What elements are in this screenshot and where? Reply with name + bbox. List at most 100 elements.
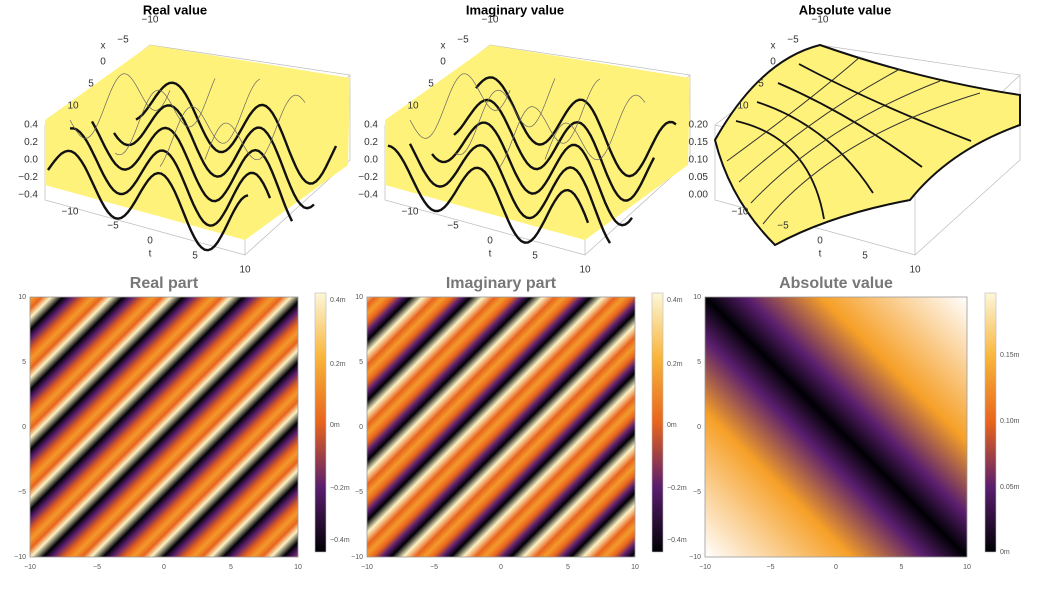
panel-title: Real part xyxy=(130,275,199,292)
mesh-line xyxy=(114,78,216,156)
x-tick-label: −5 xyxy=(767,564,775,571)
t-tick-label: −10 xyxy=(62,207,79,218)
mesh-line xyxy=(499,78,601,167)
mesh-line xyxy=(159,78,261,167)
surface-panel: Imaginary value−10−50510x−10−50510t0.40.… xyxy=(358,2,691,276)
mesh-line xyxy=(726,56,861,162)
mesh-line xyxy=(409,73,511,139)
x-tick-label: 5 xyxy=(428,79,434,90)
colorbar-tick-label: 0.10m xyxy=(1000,418,1020,425)
z-tick-label: 0.10 xyxy=(689,155,709,166)
t-tick-label: 0 xyxy=(817,236,823,247)
x-tick-label: −5 xyxy=(457,35,469,46)
x-tick-label: 10 xyxy=(294,564,302,571)
z-tick-label: −0.4 xyxy=(18,190,38,201)
colorbar-tick-label: 0m xyxy=(1000,549,1010,556)
colorbar-tick-label: 0.2m xyxy=(330,361,346,368)
z-tick-label: 0.0 xyxy=(364,155,378,166)
colorbar-tick-label: 0.4m xyxy=(667,297,683,304)
t-tick-label: −10 xyxy=(402,207,419,218)
mesh-line xyxy=(798,63,972,142)
colorbar xyxy=(984,292,997,553)
y-tick-label: −10 xyxy=(689,554,701,561)
colorbar-tick-label: 0m xyxy=(330,422,340,429)
x-tick-label: 0 xyxy=(770,57,776,68)
z-tick-label: 0.4 xyxy=(24,120,38,131)
colorbar-tick-label: 0.4m xyxy=(330,297,346,304)
y-tick-label: −5 xyxy=(693,489,701,496)
x-tick-label: −5 xyxy=(117,35,129,46)
colorbar xyxy=(651,292,664,553)
mesh-line xyxy=(69,73,171,139)
surface-curve xyxy=(69,127,272,227)
z-tick-label: 0.4 xyxy=(364,120,378,131)
x-tick-label: 0 xyxy=(834,564,838,571)
t-tick-label: 5 xyxy=(862,251,868,262)
y-tick-label: 10 xyxy=(355,294,363,301)
mesh-line xyxy=(756,101,874,194)
surface-curve xyxy=(408,143,612,244)
t-tick-label: 5 xyxy=(532,251,538,262)
y-tick-label: 10 xyxy=(18,294,26,301)
z-tick-label: 0.05 xyxy=(689,172,709,183)
x-tick-label: −5 xyxy=(787,35,799,46)
surface-curve xyxy=(90,120,294,222)
mesh-line xyxy=(204,94,306,161)
panel-title: Absolute value xyxy=(799,2,891,17)
y-tick-label: 10 xyxy=(693,294,701,301)
y-tick-label: 5 xyxy=(697,359,701,366)
panel-title: Absolute value xyxy=(779,275,893,292)
z-tick-label: −0.2 xyxy=(358,172,378,183)
t-tick-label: −5 xyxy=(447,221,459,232)
x-tick-label: −10 xyxy=(699,564,711,571)
x-tick-label: 5 xyxy=(566,564,570,571)
x-axis-label: x xyxy=(101,41,106,52)
t-tick-label: 5 xyxy=(192,251,198,262)
y-tick-label: 0 xyxy=(697,424,701,431)
colorbar-tick-label: 0m xyxy=(667,422,677,429)
mesh-line xyxy=(544,94,646,161)
surface-curve xyxy=(475,76,677,178)
colorbar-tick-label: 0.2m xyxy=(667,361,683,368)
x-tick-label: −5 xyxy=(430,564,438,571)
y-tick-label: −10 xyxy=(14,554,26,561)
t-axis-label: t xyxy=(819,249,822,260)
z-tick-label: −0.4 xyxy=(358,190,378,201)
t-axis-label: t xyxy=(149,249,152,260)
t-tick-label: −5 xyxy=(107,221,119,232)
surface-curve xyxy=(47,149,249,252)
surface-curve xyxy=(135,81,338,185)
z-tick-label: 0.2 xyxy=(24,137,38,148)
x-tick-label: 5 xyxy=(88,79,94,90)
t-tick-label: −5 xyxy=(777,221,789,232)
colorbar-tick-label: −0.2m xyxy=(667,485,687,492)
colorbar-tick-label: 0.05m xyxy=(1000,484,1020,491)
x-tick-label: 10 xyxy=(67,101,79,112)
x-tick-label: 0 xyxy=(162,564,166,571)
mesh-line xyxy=(738,68,901,183)
z-tick-label: 0.20 xyxy=(689,120,709,131)
z-tick-label: 0.15 xyxy=(689,137,709,148)
surface xyxy=(385,45,690,240)
x-tick-label: −10 xyxy=(482,15,499,26)
density-plot xyxy=(366,296,636,558)
mesh-line xyxy=(735,120,825,220)
mesh-line xyxy=(777,82,923,168)
colorbar xyxy=(314,292,327,553)
surface xyxy=(713,43,1021,247)
mesh-line xyxy=(762,92,981,225)
panel-title: Real value xyxy=(143,2,207,17)
x-tick-label: 10 xyxy=(963,564,971,571)
x-tick-label: −10 xyxy=(361,564,373,571)
x-tick-label: −5 xyxy=(93,564,101,571)
z-tick-label: −0.2 xyxy=(18,172,38,183)
x-tick-label: 5 xyxy=(229,564,233,571)
y-tick-label: 5 xyxy=(359,359,363,366)
x-tick-label: 5 xyxy=(900,564,904,571)
x-tick-label: 5 xyxy=(758,79,764,90)
surface-curve xyxy=(453,98,656,202)
y-tick-label: 0 xyxy=(359,424,363,431)
surface-panel: Absolute value−10−50510x−10−50510t0.200.… xyxy=(689,2,1021,276)
density-plot xyxy=(29,296,299,558)
